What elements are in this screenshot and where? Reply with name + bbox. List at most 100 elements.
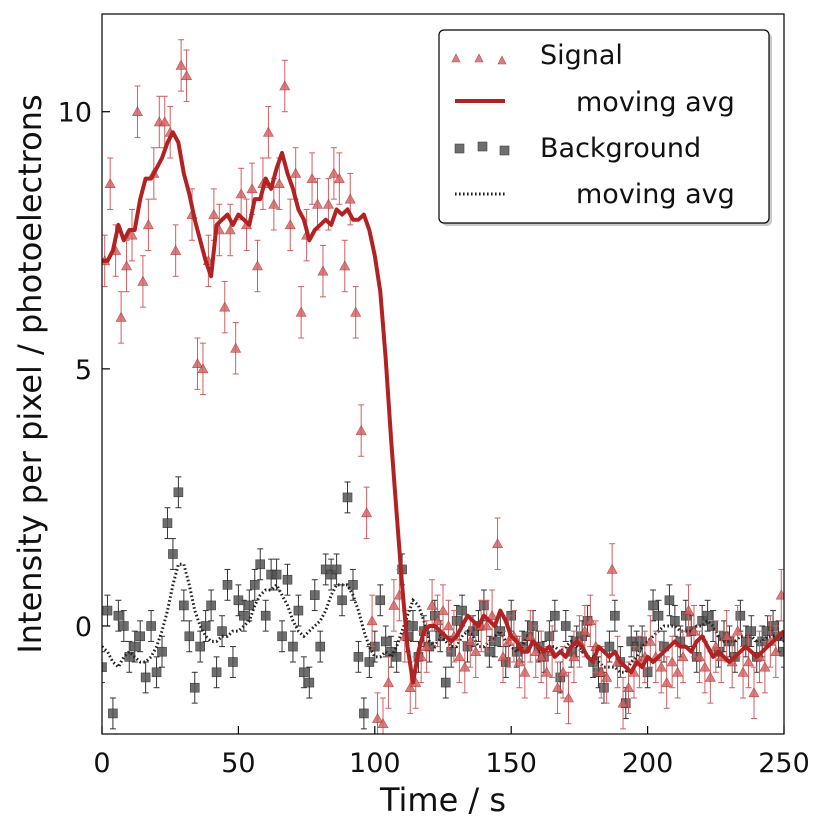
- y-tick-label: 0: [75, 612, 92, 643]
- background-point: [315, 641, 326, 652]
- signal-point: [426, 599, 438, 610]
- background-point: [331, 564, 342, 575]
- signal-point: [737, 666, 749, 677]
- background-point: [626, 636, 637, 647]
- signal-point: [519, 666, 531, 677]
- signal-point: [666, 656, 678, 667]
- signal-point: [704, 671, 716, 682]
- background-point: [146, 621, 156, 631]
- background-point: [610, 610, 620, 621]
- background-point: [293, 605, 304, 616]
- signal-point: [683, 604, 695, 615]
- signal-point: [372, 712, 384, 723]
- signal-point: [557, 666, 569, 677]
- background-point: [604, 641, 615, 652]
- x-tick-label: 100: [349, 748, 401, 779]
- y-tick-label: 10: [58, 98, 92, 129]
- signal-point: [273, 178, 285, 189]
- signal-point: [584, 615, 596, 626]
- background-point: [255, 559, 266, 570]
- background-point: [560, 621, 571, 631]
- signal-point: [442, 620, 454, 631]
- signal-point: [677, 651, 689, 662]
- signal-point: [224, 224, 236, 235]
- axes-frame: [101, 13, 785, 735]
- background-point: [277, 631, 287, 642]
- y-tick-label: 5: [75, 355, 92, 386]
- signal-point: [437, 604, 449, 615]
- background-point: [670, 616, 680, 626]
- legend-background-avg-label: moving avg: [576, 179, 735, 210]
- signal-point: [121, 260, 133, 271]
- x-tick-label: 250: [758, 748, 810, 779]
- signal-point: [497, 651, 509, 662]
- background-point: [228, 657, 238, 667]
- signal-point: [661, 676, 673, 687]
- signal-point: [355, 424, 367, 435]
- background-point: [211, 667, 222, 678]
- signal-point: [290, 167, 302, 178]
- signal-point: [770, 646, 782, 657]
- x-tick-label: 50: [221, 748, 255, 779]
- signal-point: [552, 682, 564, 693]
- signal-point: [268, 198, 280, 209]
- signal-point: [339, 260, 351, 271]
- signal-point: [219, 301, 231, 312]
- background-point: [779, 646, 784, 657]
- background-point: [304, 677, 315, 688]
- x-axis-label: Time / s: [379, 781, 506, 819]
- signal-point: [230, 342, 242, 353]
- background-point: [648, 600, 658, 611]
- signal-point: [524, 630, 536, 641]
- background-point: [544, 631, 555, 642]
- background-point: [746, 626, 757, 636]
- signal-point: [382, 676, 394, 687]
- background-point: [337, 595, 347, 606]
- signal-point: [388, 599, 400, 610]
- background-point: [239, 610, 249, 621]
- background-point: [391, 652, 402, 662]
- signal-point: [732, 625, 744, 636]
- signal-point: [595, 666, 607, 677]
- background-point: [184, 631, 195, 642]
- background-point: [102, 662, 107, 672]
- signal-point: [470, 646, 482, 657]
- background-point: [119, 621, 129, 631]
- background-point: [375, 595, 386, 606]
- background-point: [189, 682, 200, 693]
- signal-point: [322, 198, 334, 209]
- signal-point: [513, 656, 525, 667]
- signal-point: [344, 193, 356, 204]
- signal-point: [432, 615, 444, 626]
- background-point: [664, 595, 675, 606]
- signal-point: [131, 106, 143, 117]
- background-point: [348, 580, 358, 590]
- signal-point: [350, 306, 362, 317]
- legend-signal-label: Signal: [540, 40, 623, 71]
- background-point: [260, 610, 271, 621]
- background-point: [299, 667, 309, 678]
- legend-box: [438, 29, 770, 224]
- background-point: [206, 600, 216, 611]
- signal-point: [295, 306, 307, 317]
- background-point: [320, 564, 331, 575]
- background-point: [233, 595, 244, 606]
- signal-point: [672, 666, 684, 677]
- background-point: [762, 626, 773, 636]
- background-point: [113, 610, 124, 621]
- signal-point: [617, 697, 629, 708]
- background-point: [309, 590, 320, 600]
- signal-point: [377, 718, 389, 729]
- signal-point: [622, 682, 635, 693]
- background-point: [708, 621, 718, 631]
- background-point: [457, 605, 467, 616]
- background-point: [326, 569, 336, 580]
- background-point: [440, 677, 451, 688]
- signal-point: [699, 661, 711, 672]
- legend-background-label: Background: [540, 133, 701, 164]
- background-point: [359, 708, 369, 719]
- signal-point: [530, 646, 542, 657]
- background-point: [353, 652, 364, 662]
- background-moving-avg-line: [102, 562, 784, 674]
